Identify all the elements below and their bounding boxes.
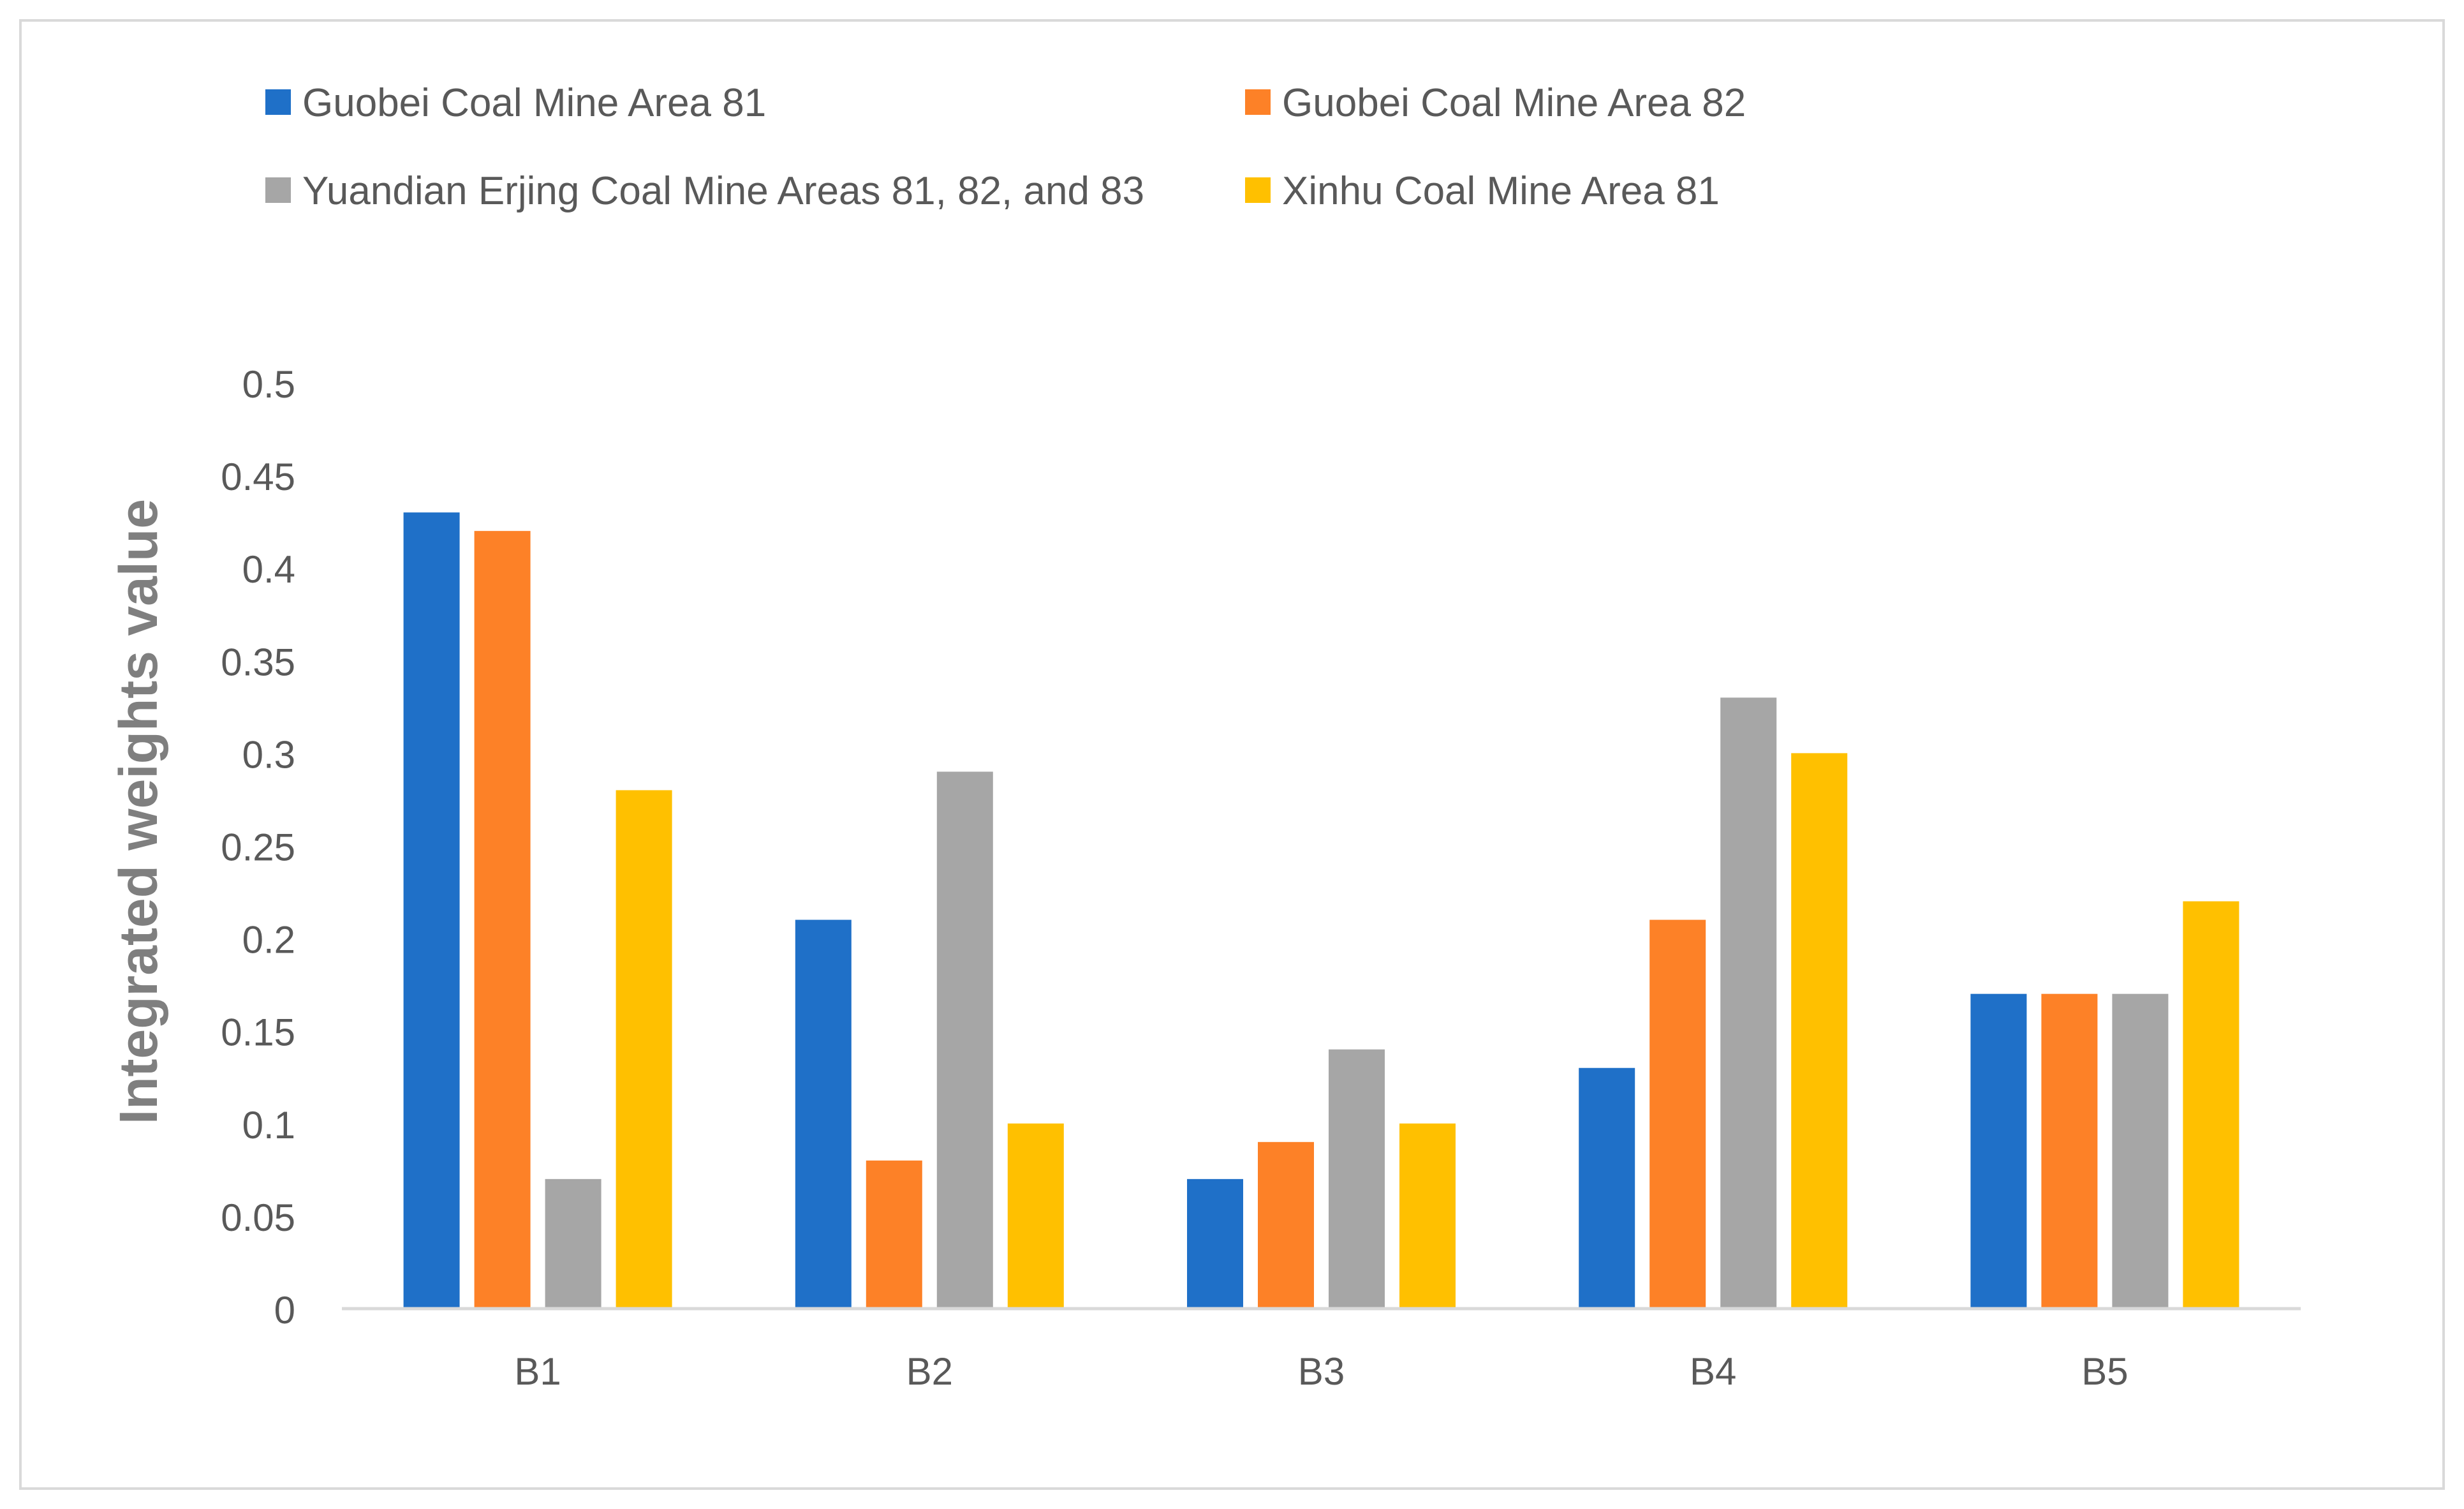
y-axis: 0 0.05 0.1 0.15 0.2 0.25 0.3 0.35 0.4 0.45 0.5 xyxy=(221,363,295,1332)
bar-b3-series-4 xyxy=(1399,1123,1456,1309)
bar-b5-series-1 xyxy=(1970,993,2027,1309)
bar-b4-series-3 xyxy=(1720,697,1777,1309)
x-tick-label: B5 xyxy=(2081,1350,2128,1393)
bar-b1-series-3 xyxy=(545,1178,601,1309)
bars xyxy=(403,512,2239,1309)
legend-label-series-1: Guobei Coal Mine Area 81 xyxy=(302,81,766,125)
bar-b2-series-3 xyxy=(936,771,993,1309)
legend-swatch-series-3 xyxy=(265,177,291,203)
bar-b2-series-4 xyxy=(1007,1123,1064,1309)
bar-b4-series-4 xyxy=(1791,753,1848,1309)
y-axis-label: Integrated weights value xyxy=(108,499,168,1124)
y-tick-label: 0.1 xyxy=(242,1104,295,1147)
y-tick-label: 0.2 xyxy=(242,919,295,962)
y-tick-label: 0.05 xyxy=(221,1196,295,1239)
bar-b5-series-4 xyxy=(2183,901,2239,1309)
bar-b2-series-1 xyxy=(795,919,852,1309)
y-tick-label: 0.3 xyxy=(242,733,295,776)
x-axis: B1 B2 B3 B4 B5 xyxy=(514,1350,2128,1393)
bar-b4-series-1 xyxy=(1579,1067,1635,1309)
y-tick-label: 0 xyxy=(274,1289,295,1332)
bar-b4-series-2 xyxy=(1649,919,1706,1309)
x-tick-label: B4 xyxy=(1690,1350,1736,1393)
bar-b1-series-4 xyxy=(616,790,672,1309)
legend-swatch-series-4 xyxy=(1245,177,1271,203)
bar-b3-series-1 xyxy=(1187,1178,1243,1309)
legend-label-series-2: Guobei Coal Mine Area 82 xyxy=(1282,81,1746,125)
y-tick-label: 0.45 xyxy=(221,456,295,498)
y-tick-label: 0.35 xyxy=(221,641,295,683)
bar-b3-series-3 xyxy=(1329,1049,1385,1309)
x-tick-label: B2 xyxy=(906,1350,953,1393)
y-tick-label: 0.25 xyxy=(221,826,295,869)
y-tick-label: 0.15 xyxy=(221,1011,295,1054)
bar-b1-series-1 xyxy=(403,512,460,1309)
bar-b3-series-2 xyxy=(1258,1141,1314,1309)
legend-swatch-series-1 xyxy=(265,89,291,115)
bar-b2-series-2 xyxy=(866,1160,922,1309)
bar-b5-series-3 xyxy=(2112,993,2169,1309)
y-tick-label: 0.5 xyxy=(242,363,295,406)
y-tick-label: 0.4 xyxy=(242,548,295,591)
legend-swatch-series-2 xyxy=(1245,89,1271,115)
bar-b1-series-2 xyxy=(474,531,531,1309)
legend: Guobei Coal Mine Area 81 Guobei Coal Mine… xyxy=(265,81,1746,213)
legend-label-series-3: Yuandian Erjing Coal Mine Areas 81, 82, … xyxy=(302,169,1144,213)
x-tick-label: B1 xyxy=(514,1350,561,1393)
x-tick-label: B3 xyxy=(1298,1350,1345,1393)
legend-label-series-4: Xinhu Coal Mine Area 81 xyxy=(1282,169,1720,213)
bar-b5-series-2 xyxy=(2041,993,2098,1309)
